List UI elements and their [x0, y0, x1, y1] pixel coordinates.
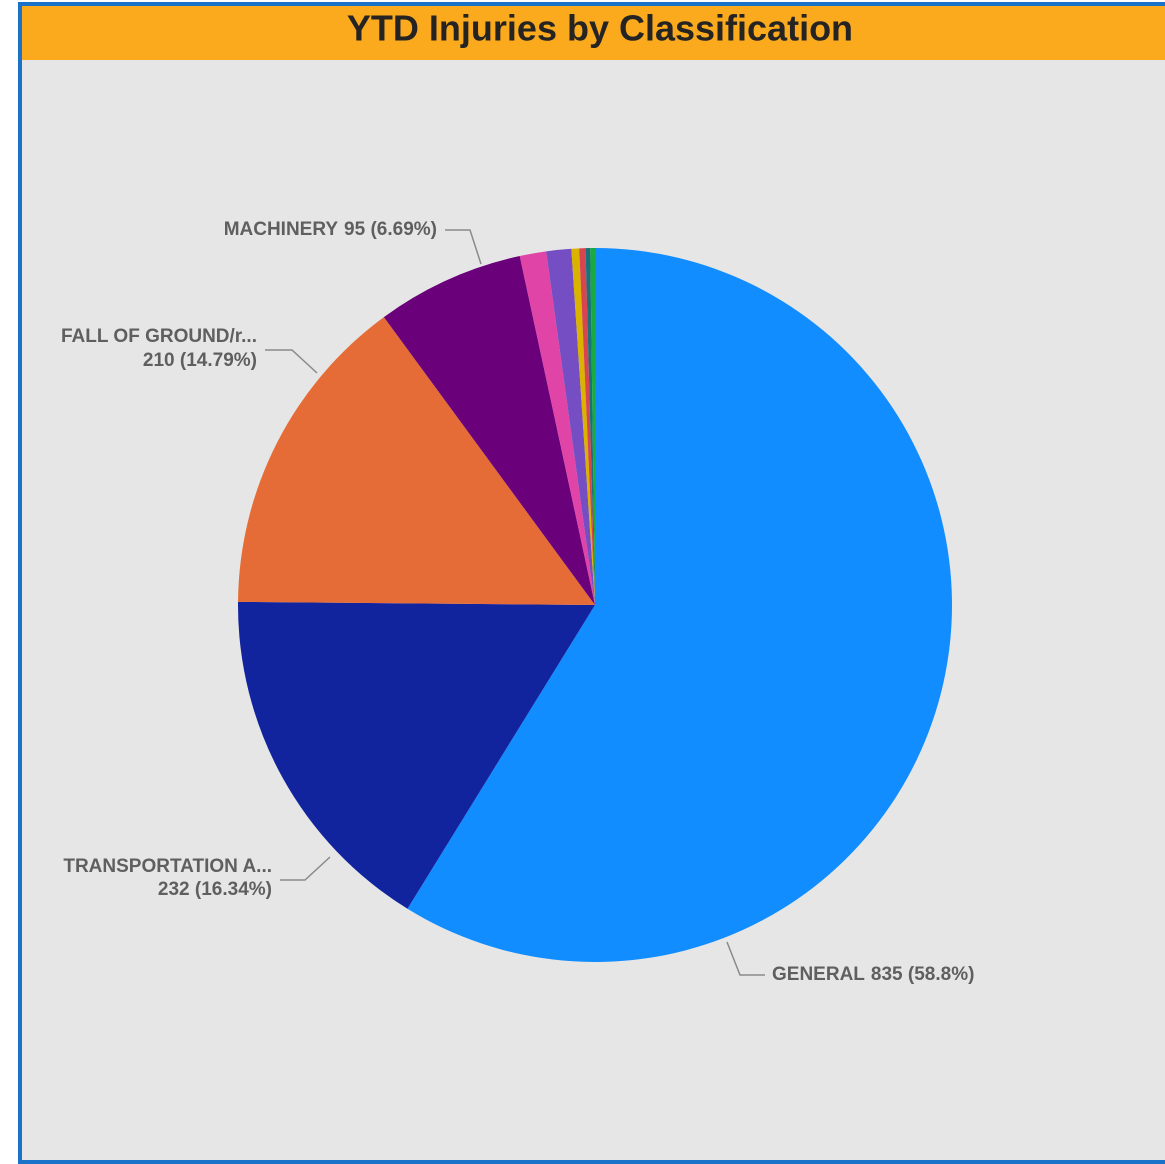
category-label: GENERAL — [772, 964, 865, 985]
pie-slice — [238, 317, 595, 605]
category-label: TRANSPORTATION A... — [63, 856, 272, 877]
leader-line — [445, 229, 482, 265]
pie-slice — [546, 248, 595, 605]
value-label: 95 (6.69%) — [344, 219, 437, 240]
pie-slice — [585, 248, 595, 606]
header-bar — [22, 6, 1165, 60]
pie-slice — [590, 248, 595, 605]
leader-line — [265, 349, 318, 374]
data-label: GENERAL 835 (58.8%) — [772, 964, 974, 985]
category-label: MACHINERY — [224, 219, 339, 240]
pie-slice — [571, 248, 595, 605]
category-label: FALL OF GROUND/r... — [61, 326, 257, 347]
leader-line — [726, 941, 765, 976]
value-label: 232 (16.34%) — [158, 879, 272, 900]
leader-line — [280, 856, 331, 881]
pie-slice — [237, 601, 595, 909]
value-label: 835 (58.8%) — [871, 964, 975, 985]
pie-slice — [383, 256, 595, 605]
pie-slice — [579, 248, 595, 606]
chart-title: YTD Injuries by Classification — [347, 8, 853, 49]
pie-slice — [407, 248, 953, 962]
pie-slice — [519, 251, 595, 606]
data-label: MACHINERY 95 (6.69%) — [224, 219, 437, 240]
value-label: 210 (14.79%) — [143, 350, 257, 371]
